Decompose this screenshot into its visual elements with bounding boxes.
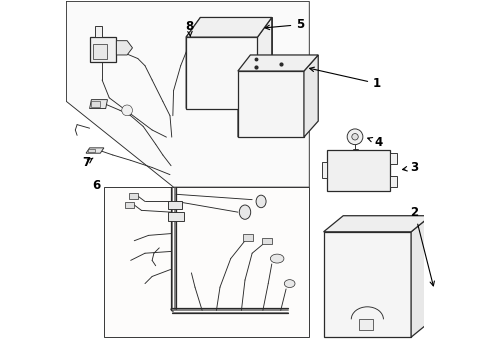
Bar [92,102,100,107]
Bar [359,319,373,330]
Bar [243,234,253,241]
Text: 1: 1 [310,67,381,90]
Circle shape [352,134,358,140]
Polygon shape [238,71,304,137]
Polygon shape [238,55,318,71]
Text: 5: 5 [265,18,304,31]
Polygon shape [200,18,272,89]
Polygon shape [390,153,397,164]
Polygon shape [90,37,117,62]
Polygon shape [323,232,411,337]
Bar [129,193,138,199]
Text: 6: 6 [93,179,101,192]
Polygon shape [95,26,102,37]
Ellipse shape [270,254,284,263]
Text: 8: 8 [186,20,194,36]
Polygon shape [66,1,309,187]
Circle shape [122,105,132,116]
Polygon shape [390,176,397,187]
Polygon shape [186,37,258,109]
Polygon shape [117,41,132,55]
Bar [88,149,95,152]
Polygon shape [186,18,272,37]
Text: 7: 7 [82,156,93,169]
Text: 3: 3 [403,161,419,174]
Polygon shape [86,148,104,153]
Polygon shape [104,187,309,337]
Circle shape [347,129,363,145]
Polygon shape [258,18,272,109]
Ellipse shape [284,280,295,288]
Bar [262,238,272,244]
Polygon shape [304,55,318,137]
Polygon shape [327,150,390,191]
Ellipse shape [256,195,266,208]
Bar [168,212,184,221]
Text: 4: 4 [368,136,383,149]
Polygon shape [323,216,431,232]
Text: 2: 2 [411,206,435,286]
Polygon shape [90,100,107,109]
Bar [93,44,107,59]
Ellipse shape [239,205,251,219]
Polygon shape [238,55,250,137]
Polygon shape [186,18,200,109]
Polygon shape [322,162,327,179]
Bar [168,201,182,208]
Polygon shape [411,216,431,337]
Bar [125,202,134,207]
